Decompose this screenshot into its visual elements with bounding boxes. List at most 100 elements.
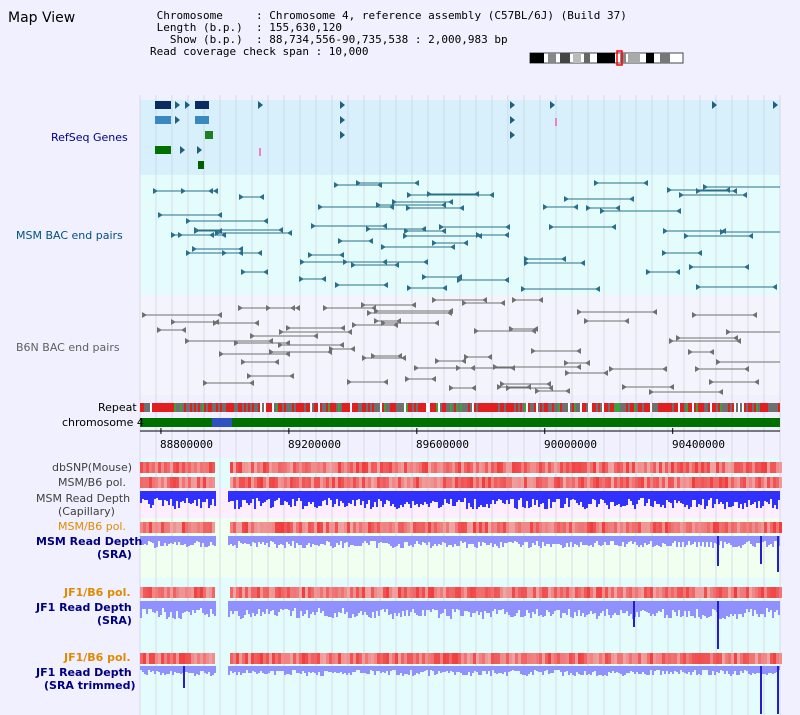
repeat-segment (694, 403, 696, 412)
jf1-trim-depth-bar (340, 666, 342, 672)
msm-sra-depth-bar (374, 536, 376, 541)
jf1-depth-bar (320, 601, 322, 613)
track-label-msm-pol-sra[interactable]: MSM/B6 pol. (58, 520, 126, 533)
msm-sra-depth-bar (394, 536, 396, 547)
dbsnp-cell (641, 462, 644, 473)
msm-sra-depth-bar (344, 536, 346, 543)
track-label-chromosome[interactable]: chromosome 4 (62, 416, 144, 429)
jf1-trim-depth-bar (148, 666, 150, 670)
msm-sra-depth-bar (722, 536, 724, 548)
msm-sra-depth-bar (714, 536, 716, 543)
repeat-segment (698, 403, 700, 412)
dbsnp-cell (764, 462, 767, 473)
msm-sra-pol-cell (167, 522, 170, 533)
jf1-depth-bar (702, 601, 704, 615)
repeat-segment (524, 403, 526, 412)
msm-cap-depth-bar (536, 491, 538, 500)
jf1-trim-pol-cell (266, 653, 269, 664)
msm-sra-depth-bar (176, 536, 178, 545)
msm-sra-depth-bar (532, 536, 534, 543)
msm-cap-depth-bar (440, 491, 442, 507)
msm-sra-depth-bar (660, 536, 662, 547)
jf1-pol-cell (356, 587, 359, 598)
jf1-depth-bar (192, 601, 194, 610)
jf1-trim-pol-cell (176, 653, 179, 664)
msm-cap-depth-bar (628, 491, 630, 499)
dbsnp-cell (170, 462, 173, 473)
msm-cap-depth-bar (694, 491, 696, 500)
jf1-depth-bar (532, 601, 534, 612)
msm-cap-depth-bar (184, 491, 186, 503)
dbsnp-cell (392, 462, 395, 473)
msm-cap-depth-bar (582, 491, 584, 507)
jf1-depth-bar (390, 601, 392, 614)
msm-cap-depth-bar (422, 491, 424, 505)
track-label-repeat[interactable]: Repeat (98, 401, 137, 414)
track-label-jf1-pol-trimmed[interactable]: JF1/B6 pol. (64, 651, 131, 664)
repeat-segment (238, 403, 240, 412)
jf1-depth-bar (722, 601, 724, 618)
jf1-depth-bar (422, 601, 424, 610)
repeat-segment (400, 403, 402, 412)
jf1-trim-depth-bar (238, 666, 240, 672)
msm-bac-pair-end (407, 285, 412, 291)
msm-sra-depth-bar (242, 536, 244, 544)
jf1-trim-pol-cell (143, 653, 146, 664)
msm-cap-depth-bar (612, 491, 614, 502)
track-label-dbsnp[interactable]: dbSNP(Mouse) (52, 461, 133, 474)
repeat-segment (462, 403, 464, 412)
dbsnp-cell (500, 462, 503, 473)
track-label-msm-depth-sra[interactable]: MSM Read Depth (36, 535, 143, 548)
msm-pol-cell (617, 477, 620, 488)
msm-pol-cell (620, 477, 623, 488)
msm-sra-depth-bar (558, 536, 560, 544)
jf1-trim-depth-bar (754, 666, 756, 674)
dbsnp-cell (518, 462, 521, 473)
gene-arrow (197, 146, 202, 154)
msm-cap-depth-bar (508, 491, 510, 504)
repeat-segment (542, 403, 544, 412)
track-label-jf1-pol[interactable]: JF1/B6 pol. (64, 586, 131, 599)
repeat-segment (558, 403, 560, 412)
jf1-pol-cell (434, 587, 437, 598)
track-label-msm-bac[interactable]: MSM BAC end pairs (16, 229, 123, 242)
track-label-jf1-depth[interactable]: JF1 Read Depth (36, 601, 132, 614)
jf1-trim-depth-bar (772, 666, 774, 674)
jf1-pol-cell (692, 587, 695, 598)
repeat-segment (222, 403, 224, 412)
track-label-msm-depth-cap[interactable]: MSM Read Depth (36, 492, 131, 505)
repeat-segment (202, 403, 204, 412)
dbsnp-cell (167, 462, 170, 473)
track-label-msm-pol[interactable]: MSM/B6 pol. (58, 476, 126, 489)
msm-sra-pol-cell (170, 522, 173, 533)
dbsnp-cell (743, 462, 746, 473)
repeat-segment (764, 403, 766, 412)
jf1-pol-cell (209, 587, 212, 598)
track-label-refseq[interactable]: RefSeq Genes (51, 131, 128, 144)
track-label-jf1-depth-trimmed[interactable]: JF1 Read Depth (36, 666, 132, 679)
jf1-trim-depth-bar (336, 666, 338, 673)
jf1-trim-depth-bar (410, 666, 412, 670)
jf1-depth-bar (544, 601, 546, 616)
jf1-trim-depth-bar (480, 666, 482, 675)
msm-pol-cell (770, 477, 773, 488)
msm-sra-pol-cell (521, 522, 524, 533)
msm-bac-pair-end (457, 274, 462, 280)
b6n-bac-pair-end (456, 365, 461, 371)
msm-cap-depth-bar (270, 491, 272, 508)
b6n-bac-pair-end (510, 365, 515, 371)
jf1-pol-cell (536, 587, 539, 598)
dbsnp-cell (599, 462, 602, 473)
msm-cap-depth-bar (502, 491, 504, 503)
track-label-b6n-bac[interactable]: B6N BAC end pairs (16, 341, 120, 354)
msm-cap-depth-bar (292, 491, 294, 499)
repeat-segment (494, 403, 496, 412)
msm-sra-depth-bar (614, 536, 616, 545)
jf1-trim-depth-bar (532, 666, 534, 675)
jf1-trim-depth-bar (502, 666, 504, 674)
jf1-trim-depth-bar (176, 666, 178, 673)
jf1-trim-pol-cell (566, 653, 569, 664)
msm-bac-pair-end (667, 187, 672, 193)
jf1-trim-depth-bar (694, 666, 696, 670)
